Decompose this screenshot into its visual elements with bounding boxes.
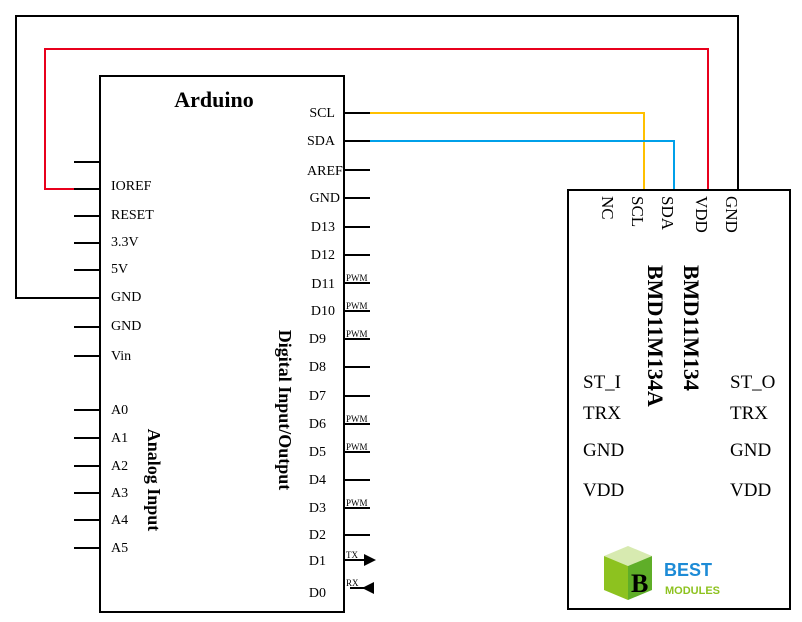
module-right-pin-st-o: ST_O — [730, 372, 775, 393]
rx-arrow-icon — [362, 582, 374, 594]
module-left-pin-vdd: VDD — [583, 480, 624, 501]
module-right-pin-gnd: GND — [730, 440, 771, 461]
tx-label: TX — [346, 550, 358, 560]
pin-label-d8: D8 — [309, 360, 326, 375]
arduino-board — [99, 75, 345, 613]
module-board — [567, 189, 791, 610]
pin-label-d5: D5 — [309, 445, 326, 460]
pwm-label-d10: PWM — [346, 301, 368, 311]
pin-label-reset: RESET — [111, 208, 154, 223]
rx-label: RX — [346, 578, 359, 588]
arduino-right-pin-stubs — [344, 112, 370, 589]
pin-label-d0: D0 — [309, 586, 326, 601]
pwm-label-d5: PWM — [346, 442, 368, 452]
pin-label-a1: A1 — [111, 431, 128, 446]
pin-label-d2: D2 — [309, 528, 326, 543]
module-name-1: BMD11M134 — [679, 265, 704, 391]
pin-label-aref: AREF — [307, 164, 343, 179]
pwm-label-d3: PWM — [346, 498, 368, 508]
pin-label-scl: SCL — [309, 106, 335, 121]
module-left-pin-trx: TRX — [583, 403, 621, 424]
pin-label-d12: D12 — [311, 248, 335, 263]
module-pin-gnd: GND — [722, 196, 741, 233]
pin-label-a2: A2 — [111, 459, 128, 474]
module-pin-sda: SDA — [658, 196, 677, 231]
module-name-2: BMD11M134A — [643, 265, 668, 407]
module-left-pin-gnd: GND — [583, 440, 624, 461]
pwm-label-d9: PWM — [346, 329, 368, 339]
pwm-label-d11: PWM — [346, 273, 368, 283]
pin-label-d1: D1 — [309, 554, 326, 569]
logo-text-best: BEST — [664, 560, 712, 580]
analog-input-label: Analog Input — [144, 429, 164, 532]
digital-io-label: Digital Input/Output — [275, 330, 295, 491]
arduino-left-pin-stubs — [74, 161, 100, 549]
pin-label-d10: D10 — [311, 304, 335, 319]
module-left-pin-st-i: ST_I — [583, 372, 621, 393]
pin-label-d11: D11 — [311, 277, 335, 292]
pin-label-d7: D7 — [309, 389, 326, 404]
pin-label-gnd-1: GND — [111, 290, 141, 305]
module-right-pin-trx: TRX — [730, 403, 768, 424]
pin-label-a3: A3 — [111, 486, 128, 501]
pin-label-a5: A5 — [111, 541, 128, 556]
pwm-label-d6: PWM — [346, 414, 368, 424]
pin-label-3v3: 3.3V — [111, 235, 139, 250]
pin-label-d9: D9 — [309, 332, 326, 347]
pin-label-sda: SDA — [307, 134, 336, 149]
pin-label-a0: A0 — [111, 403, 128, 418]
logo-cube-right-icon — [628, 556, 652, 600]
arduino-title: Arduino — [174, 87, 253, 112]
pin-label-a4: A4 — [111, 513, 128, 528]
module-pin-nc: NC — [598, 196, 617, 220]
logo-cube-letter: B — [631, 569, 648, 598]
pin-label-5v: 5V — [111, 262, 128, 277]
module-pin-scl: SCL — [628, 196, 647, 227]
logo-text-modules: MODULES — [665, 585, 720, 597]
wire-scl — [370, 112, 645, 190]
module-pin-vdd: VDD — [692, 196, 711, 233]
pin-label-gnd-d: GND — [310, 191, 340, 206]
pin-label-d4: D4 — [309, 473, 326, 488]
pin-label-d3: D3 — [309, 501, 326, 516]
pin-label-d6: D6 — [309, 417, 326, 432]
module-right-pin-vdd: VDD — [730, 480, 771, 501]
best-modules-logo: B BEST MODULES — [604, 546, 720, 600]
logo-cube-left-icon — [604, 556, 628, 600]
pin-label-ioref: IOREF — [111, 179, 152, 194]
wire-gnd — [15, 15, 739, 299]
pin-label-vin: Vin — [111, 349, 131, 364]
pin-label-gnd-2: GND — [111, 319, 141, 334]
pin-label-d13: D13 — [311, 220, 335, 235]
wire-sda — [370, 140, 675, 190]
tx-arrow-icon — [364, 554, 376, 566]
wire-vdd — [44, 48, 709, 190]
